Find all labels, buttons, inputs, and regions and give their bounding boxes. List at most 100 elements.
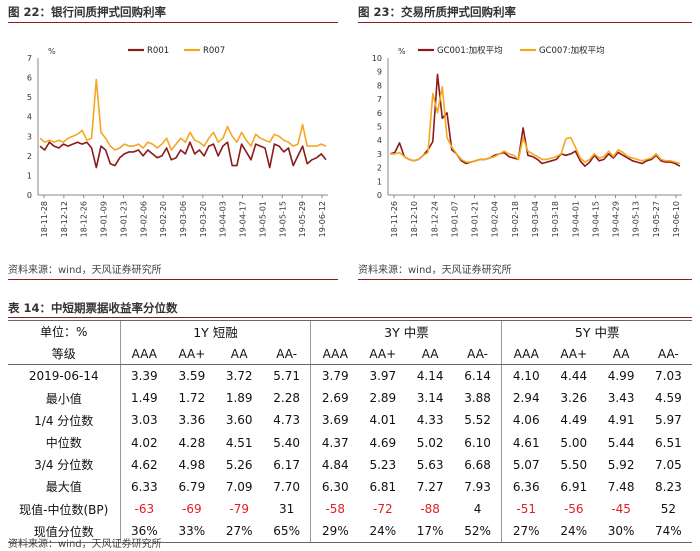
table-row: 最大值 6.33 6.79 7.09 7.70 6.30 6.81 7.27 7.93 6.36 6… [8, 475, 692, 498]
fig23-legend-label: GC007:加权平均 [539, 45, 605, 56]
table-cell: 65% [262, 520, 311, 543]
table-cell: 4.73 [273, 413, 300, 428]
table-cell: 6.68 [464, 457, 491, 472]
grade-header: AA+ [359, 342, 407, 366]
table-cell: 4.28 [178, 435, 206, 450]
fig22-x-tick-label: 19-04-17 [239, 201, 248, 237]
table-cell: 31 [278, 502, 295, 517]
row-label: 最小值 [45, 391, 82, 406]
fig22-x-tick-label: 19-03-06 [179, 201, 188, 237]
table-cell: 5.40 [273, 435, 300, 450]
fig22-series-line-2 [39, 78, 327, 151]
table-cell: -79 [229, 502, 249, 517]
grade-header: AA- [262, 342, 311, 366]
figure23-title-rule [358, 22, 692, 23]
table-cell: 4.51 [225, 435, 253, 450]
table-cell: 2.89 [369, 391, 397, 406]
table-cell: 7.09 [225, 479, 253, 494]
fig22-x-tick-label: 19-06-12 [318, 201, 327, 237]
fig23-y-tick-label: 4 [377, 136, 382, 145]
fig22-y-tick-label: 7 [27, 54, 32, 63]
figure22-bottom-rule [8, 279, 338, 280]
table-cell: 3.97 [369, 369, 397, 384]
fig23-x-tick-label: 18-12-10 [410, 201, 419, 237]
figure23-source: 资料来源：wind，天风证券研究所 [358, 265, 512, 276]
fig22-y-tick-label: 3 [27, 132, 32, 141]
table-cell: 3.36 [178, 413, 206, 428]
table14-title-rule [8, 317, 692, 318]
table-cell: 6.17 [273, 457, 300, 472]
table-cell: 5.44 [607, 435, 635, 450]
yield-percentile-table: 单位：% 1Y 短融 3Y 中票 5Y 中票 等级 AAA AA+ AA AA-… [8, 319, 692, 543]
table-cell: 6.91 [560, 479, 588, 494]
table-cell: 24% [550, 520, 598, 543]
table-cell: 3.72 [225, 369, 253, 384]
table-cell: 52% [453, 520, 502, 543]
grade-label: 等级 [8, 342, 120, 366]
table-cell: 5.92 [607, 457, 635, 472]
figure22-chart: 0 1 2 3 4 5 6 7% 18-11-28 18-12-12 18-12-26 19-01-0… [27, 46, 328, 237]
fig23-y-tick-label: 3 [377, 150, 382, 159]
fig23-y-tick-label: 0 [377, 191, 382, 200]
table-cell: 74% [644, 520, 692, 543]
table-cell: 6.36 [501, 475, 551, 498]
table-cell: 29% [310, 520, 360, 543]
table-row: 最小值 1.49 1.72 1.89 2.28 2.69 2.89 3.14 3.88 2.94 3… [8, 387, 692, 410]
table-cell: 1.89 [225, 391, 253, 406]
fig22-x-tick-label: 18-12-26 [80, 201, 89, 237]
table-cell: 36% [119, 520, 169, 543]
fig23-y-tick-label: 5 [377, 123, 382, 132]
figure23-title: 图 23：交易所质押式回购利率 [358, 5, 517, 19]
fig23-series-line-1 [389, 73, 681, 167]
table-cell: 4.69 [369, 435, 397, 450]
table-cell: 27% [215, 520, 263, 543]
table-cell: 3.03 [119, 409, 169, 432]
fig22-x-tick-label: 19-02-06 [139, 201, 148, 237]
row-label: 现值分位数 [8, 520, 120, 543]
grade-header: AA+ [550, 342, 598, 366]
table14-title: 表 14：中短期票据收益率分位数 [8, 301, 178, 315]
table-cell: 8.23 [655, 479, 682, 494]
fig22-y-tick-label: 1 [27, 171, 32, 180]
table-cell: 6.30 [310, 475, 360, 498]
grade-header: AA+ [168, 342, 216, 366]
table-cell: 4.99 [607, 369, 635, 384]
row-label: 中位数 [45, 436, 82, 451]
grade-header: AA- [453, 342, 502, 366]
table14-source: 资料来源：wind，天风证券研究所 [8, 539, 162, 550]
grade-header: AA [215, 342, 263, 366]
table-cell: 3.79 [310, 364, 360, 388]
table-cell: 3.39 [119, 364, 169, 388]
table-cell: 2.28 [273, 391, 300, 406]
table-cell: 5.07 [501, 453, 551, 476]
row-label: 1/4 分位数 [34, 413, 94, 428]
fig22-y-tick-label: 4 [27, 113, 32, 122]
grade-header: AA [597, 342, 645, 366]
table-cell: 5.23 [369, 457, 397, 472]
table-cell: -88 [420, 502, 440, 517]
fig23-x-tick-label: 19-03-18 [551, 201, 560, 237]
group-header-3y: 3Y 中票 [310, 319, 502, 343]
table-cell: -69 [182, 502, 202, 517]
table-cell: 3.69 [310, 409, 360, 432]
table-cell: -45 [611, 502, 631, 517]
unit-label: 单位：% [8, 319, 120, 343]
fig22-y-tick-label: 0 [27, 191, 32, 200]
fig23-y-tick-label: 2 [377, 164, 382, 173]
fig23-series-line-2 [390, 85, 681, 165]
fig23-x-tick-label: 19-01-21 [471, 201, 480, 237]
row-label: 现值-中位数(BP) [19, 502, 109, 517]
fig22-x-tick-label: 18-12-12 [60, 201, 69, 237]
table-row: 3/4 分位数 4.62 4.98 5.26 6.17 4.84 5.23 5.63 6.68 5… [8, 453, 692, 476]
table-cell: 4.37 [310, 431, 360, 454]
fig23-x-tick-label: 18-12-24 [430, 201, 439, 237]
table-cell: -63 [119, 498, 169, 521]
table-cell: 5.71 [273, 369, 300, 384]
grade-header: AAA [501, 342, 551, 366]
table-cell: 3.60 [225, 413, 253, 428]
figure22-source: 资料来源：wind，天风证券研究所 [8, 265, 162, 276]
fig22-x-tick-label: 19-05-15 [278, 201, 287, 237]
fig22-x-tick-label: 19-05-29 [298, 201, 307, 237]
table-cell: 3.14 [416, 391, 444, 406]
table-cell: 5.52 [464, 413, 491, 428]
